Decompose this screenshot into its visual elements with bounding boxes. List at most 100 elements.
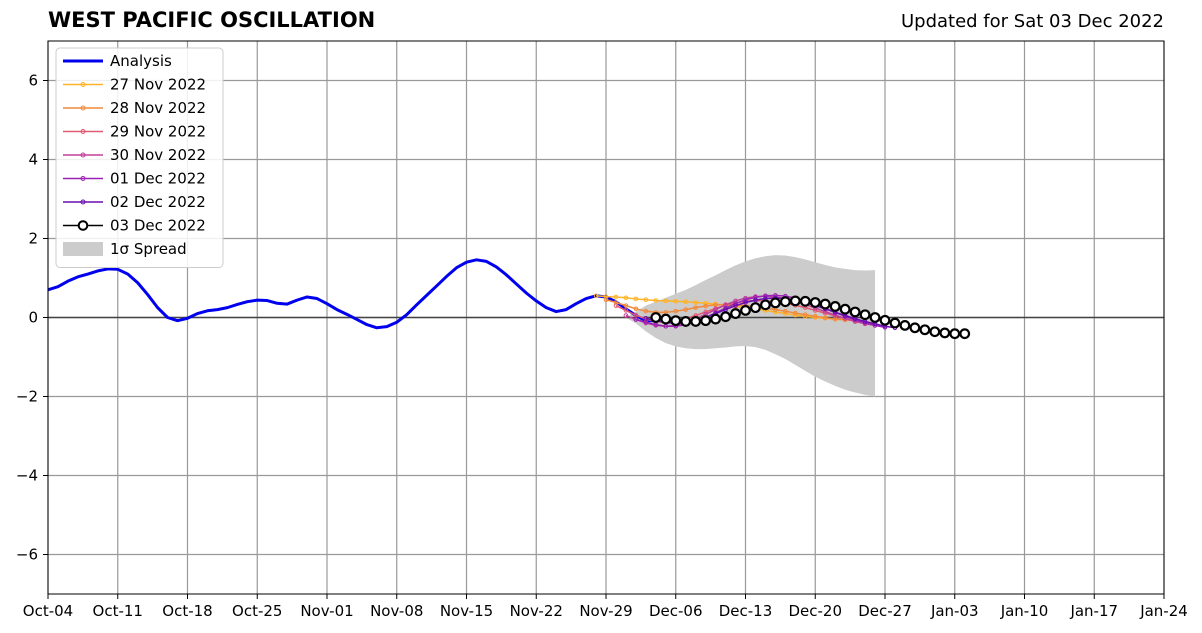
data-point [633, 312, 639, 318]
data-point [633, 317, 639, 322]
data-point [623, 295, 629, 301]
data-point [819, 298, 831, 310]
data-point [733, 298, 738, 304]
data-point [929, 326, 941, 338]
data-point [763, 293, 768, 299]
data-point [643, 308, 649, 314]
analysis-line [47, 258, 656, 330]
data-point [613, 303, 619, 308]
x-tick-label: Dec-20 [788, 602, 842, 620]
legend-marker [80, 105, 86, 111]
legend-item: 02 Dec 2022 [63, 193, 206, 211]
data-point [849, 306, 861, 318]
legend-label: 03 Dec 2022 [110, 217, 206, 235]
legend-item: 28 Nov 2022 [63, 99, 206, 117]
x-tick-label: Oct-04 [23, 602, 73, 620]
data-point [693, 300, 698, 305]
legend-label: Analysis [110, 52, 172, 70]
x-tick-label: Jan-03 [930, 602, 979, 620]
data-point [832, 312, 838, 318]
spread-band [625, 255, 876, 397]
data-point [829, 301, 841, 312]
data-point [750, 302, 761, 314]
data-point [783, 308, 788, 314]
data-point [683, 299, 689, 305]
data-point [879, 314, 891, 326]
legend-item: 01 Dec 2022 [63, 170, 206, 188]
y-tick-label: −6 [16, 546, 38, 564]
legend-marker [80, 82, 86, 87]
legend-marker [80, 176, 86, 181]
x-tick-label: Dec-13 [719, 602, 773, 620]
data-point [753, 295, 758, 300]
x-tick-label: Nov-29 [579, 602, 632, 620]
data-point [769, 297, 781, 309]
legend-item: Analysis [63, 52, 172, 70]
series-03-dec-2022 [650, 295, 971, 340]
legend-marker [80, 152, 86, 158]
legend-marker [80, 199, 86, 205]
legend-swatch [63, 242, 103, 256]
data-point [700, 315, 712, 327]
data-point [889, 317, 901, 329]
x-tick-label: Oct-11 [93, 602, 143, 620]
data-point [733, 303, 738, 308]
forecast-series [593, 293, 971, 340]
data-point [660, 313, 672, 325]
data-point [623, 313, 629, 318]
data-point [643, 315, 649, 321]
data-point [869, 312, 881, 323]
data-point [919, 324, 931, 336]
data-point [693, 305, 698, 310]
data-point [710, 313, 722, 325]
data-point [812, 314, 818, 319]
chart-title: WEST PACIFIC OSCILLATION [48, 8, 376, 32]
data-point [613, 294, 619, 300]
data-point [809, 297, 821, 308]
x-tick-label: Jan-10 [1000, 602, 1049, 620]
data-point [670, 315, 682, 327]
legend-marker [80, 129, 86, 134]
data-point [633, 306, 639, 312]
data-point [663, 298, 669, 304]
data-point [753, 297, 758, 303]
data-point [899, 320, 911, 331]
y-tick-label: 2 [28, 230, 38, 248]
data-point [959, 328, 971, 340]
x-tick-label: Dec-06 [649, 602, 703, 620]
legend-label: 28 Nov 2022 [110, 99, 206, 117]
x-tick-label: Nov-22 [510, 602, 563, 620]
data-point [949, 328, 961, 340]
legend-label: 29 Nov 2022 [110, 123, 206, 141]
legend-marker [77, 220, 89, 231]
x-tick-label: Nov-15 [440, 602, 493, 620]
y-tick-label: −2 [16, 388, 38, 406]
x-tick-label: Jan-24 [1139, 602, 1188, 620]
data-point [802, 312, 808, 318]
data-point [643, 297, 649, 303]
data-point [743, 300, 748, 305]
data-point [799, 295, 811, 307]
y-tick-label: 0 [28, 309, 38, 327]
legend-label: 30 Nov 2022 [110, 146, 206, 164]
x-tick-label: Nov-08 [370, 602, 423, 620]
data-point [939, 327, 951, 339]
legend-item: 30 Nov 2022 [63, 146, 206, 164]
x-axis: Oct-04 Oct-11 Oct-18 Oct-25 Nov-01 Nov-08 Nov-… [23, 594, 1188, 620]
data-point [593, 293, 599, 299]
legend-item: 03 Dec 2022 [63, 217, 206, 235]
legend-label: 27 Nov 2022 [110, 76, 206, 94]
data-point [793, 310, 798, 316]
data-point [623, 308, 629, 313]
x-tick-label: Oct-18 [162, 602, 212, 620]
y-axis: 6 4 2 0 −2 −4 −6 [16, 72, 48, 564]
data-point [859, 309, 871, 321]
data-point [683, 307, 689, 312]
data-point [743, 297, 748, 303]
data-point [839, 303, 851, 315]
data-point [760, 299, 771, 311]
data-point [623, 303, 629, 308]
data-point [653, 298, 659, 303]
data-point [633, 296, 639, 302]
